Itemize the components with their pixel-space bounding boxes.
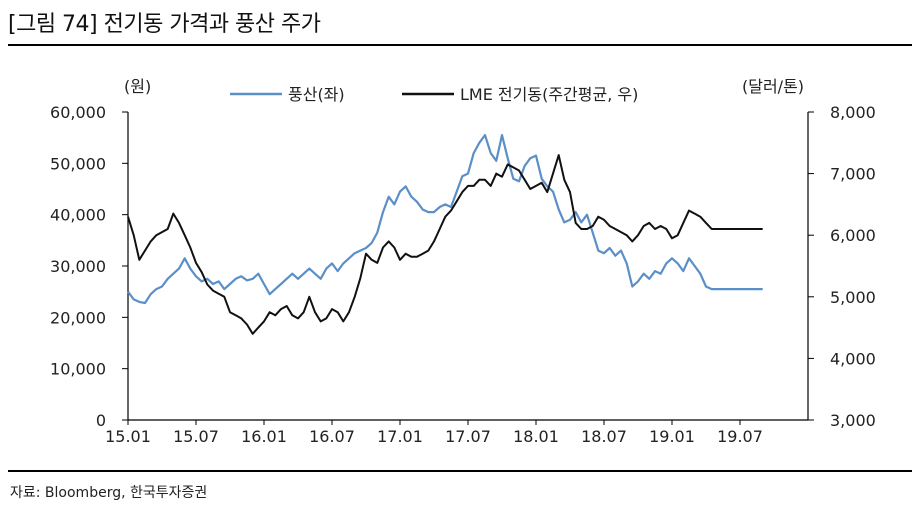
left-tick-label: 60,000: [50, 103, 106, 122]
x-tick-label: 15.07: [173, 427, 219, 446]
x-tick-label: 17.07: [445, 427, 491, 446]
left-tick-label: 30,000: [50, 257, 106, 276]
right-tick-label: 7,000: [830, 165, 876, 184]
figure-title: [그림 74] 전기동 가격과 풍산 주가: [8, 12, 321, 37]
right-tick-label: 4,000: [830, 349, 876, 368]
legend-label-lme: LME 전기동(주간평균, 우): [460, 85, 638, 104]
x-tick-label: 18.07: [581, 427, 627, 446]
x-tick-label: 16.01: [241, 427, 287, 446]
series-line-lme: [127, 154, 763, 335]
axes: [127, 112, 809, 421]
chart: 0 10,000 20,000 30,000 40,000 50,000 60,000 3,0…: [50, 77, 876, 446]
legend-label-pungsan: 풍산(좌): [288, 85, 345, 104]
series-line-pungsan: [127, 134, 763, 305]
left-tick-label: 0: [96, 411, 106, 430]
x-tick-label: 15.01: [105, 427, 151, 446]
x-tick-label: 16.07: [309, 427, 355, 446]
source-note: 자료: Bloomberg, 한국투자증권: [10, 485, 208, 501]
right-tick-label: 5,000: [830, 288, 876, 307]
left-tick-label: 50,000: [50, 154, 106, 173]
left-unit-label: (원): [124, 77, 151, 96]
legend: 풍산(좌) LME 전기동(주간평균, 우): [230, 85, 638, 104]
title-rule: [8, 44, 912, 46]
right-tick-label: 3,000: [830, 411, 876, 430]
x-tick-label: 19.07: [717, 427, 763, 446]
x-tick-label: 19.01: [649, 427, 695, 446]
x-tick-label: 17.01: [377, 427, 423, 446]
left-tick-label: 40,000: [50, 206, 106, 225]
series-layer: [127, 134, 763, 335]
right-unit-label: (달러/톤): [742, 77, 804, 96]
x-tick-label: 18.01: [513, 427, 559, 446]
right-tick-label: 8,000: [830, 103, 876, 122]
source-rule: [8, 470, 912, 472]
ticks-layer: 0 10,000 20,000 30,000 40,000 50,000 60,000 3,0…: [50, 103, 876, 446]
left-tick-label: 10,000: [50, 360, 106, 379]
right-tick-label: 6,000: [830, 226, 876, 245]
left-tick-label: 20,000: [50, 308, 106, 327]
